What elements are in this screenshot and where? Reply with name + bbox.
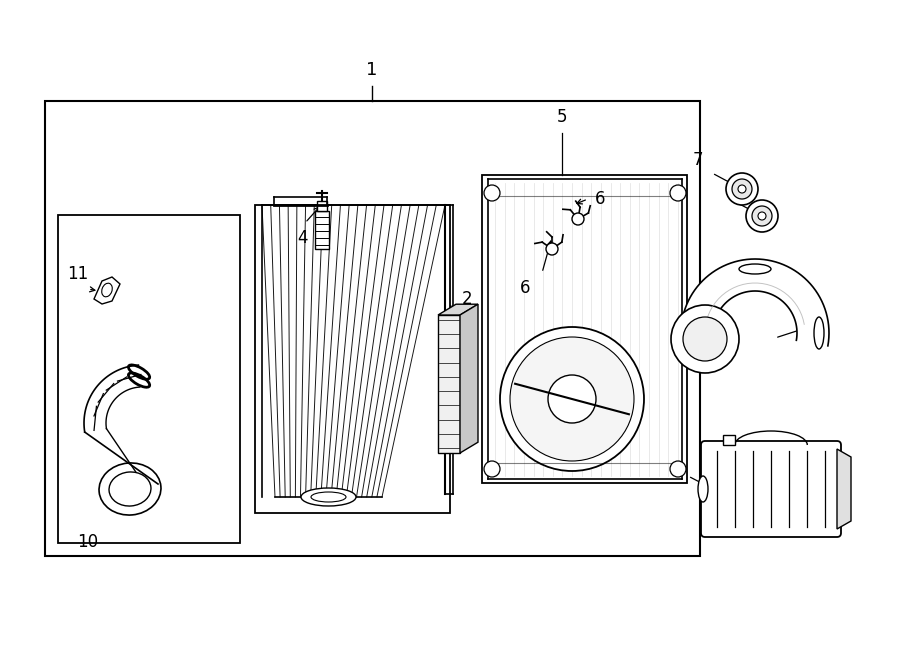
- Text: 10: 10: [77, 533, 99, 551]
- Bar: [482, 175, 687, 483]
- Bar: [58, 215, 240, 543]
- Ellipse shape: [698, 476, 708, 502]
- Circle shape: [510, 337, 634, 461]
- Polygon shape: [460, 304, 478, 453]
- Text: 1: 1: [366, 61, 378, 79]
- Circle shape: [484, 461, 500, 477]
- Ellipse shape: [99, 463, 161, 515]
- Bar: [723, 435, 735, 445]
- Circle shape: [726, 173, 758, 205]
- Circle shape: [671, 305, 739, 373]
- Polygon shape: [488, 179, 682, 479]
- Circle shape: [670, 185, 686, 201]
- Circle shape: [572, 213, 584, 225]
- Ellipse shape: [109, 472, 151, 506]
- Ellipse shape: [814, 317, 824, 349]
- Circle shape: [758, 212, 766, 220]
- Polygon shape: [315, 211, 329, 249]
- Polygon shape: [438, 304, 478, 315]
- Polygon shape: [438, 315, 460, 453]
- Text: 3: 3: [462, 327, 472, 345]
- Text: 4: 4: [297, 229, 307, 247]
- Circle shape: [683, 317, 727, 361]
- Ellipse shape: [301, 488, 356, 506]
- Circle shape: [484, 185, 500, 201]
- Polygon shape: [681, 259, 829, 346]
- Circle shape: [500, 327, 644, 471]
- FancyBboxPatch shape: [701, 441, 841, 537]
- Ellipse shape: [739, 264, 771, 274]
- Circle shape: [752, 206, 772, 226]
- Text: 6: 6: [520, 279, 530, 297]
- Text: 9: 9: [671, 462, 682, 480]
- Polygon shape: [837, 449, 851, 529]
- Ellipse shape: [311, 492, 346, 502]
- Bar: [45, 101, 700, 556]
- Text: 7: 7: [693, 151, 703, 169]
- Circle shape: [670, 461, 686, 477]
- Polygon shape: [94, 277, 120, 304]
- Circle shape: [548, 375, 596, 423]
- Bar: [255, 205, 450, 513]
- Text: 11: 11: [68, 265, 88, 283]
- Ellipse shape: [696, 318, 704, 348]
- Circle shape: [738, 185, 746, 193]
- Circle shape: [746, 200, 778, 232]
- Bar: [317, 201, 327, 211]
- Text: 8: 8: [818, 317, 829, 335]
- Circle shape: [732, 179, 752, 199]
- Text: 5: 5: [557, 108, 567, 126]
- Text: 6: 6: [595, 190, 606, 208]
- Circle shape: [546, 243, 558, 255]
- Text: 2: 2: [462, 290, 472, 308]
- Ellipse shape: [102, 283, 112, 297]
